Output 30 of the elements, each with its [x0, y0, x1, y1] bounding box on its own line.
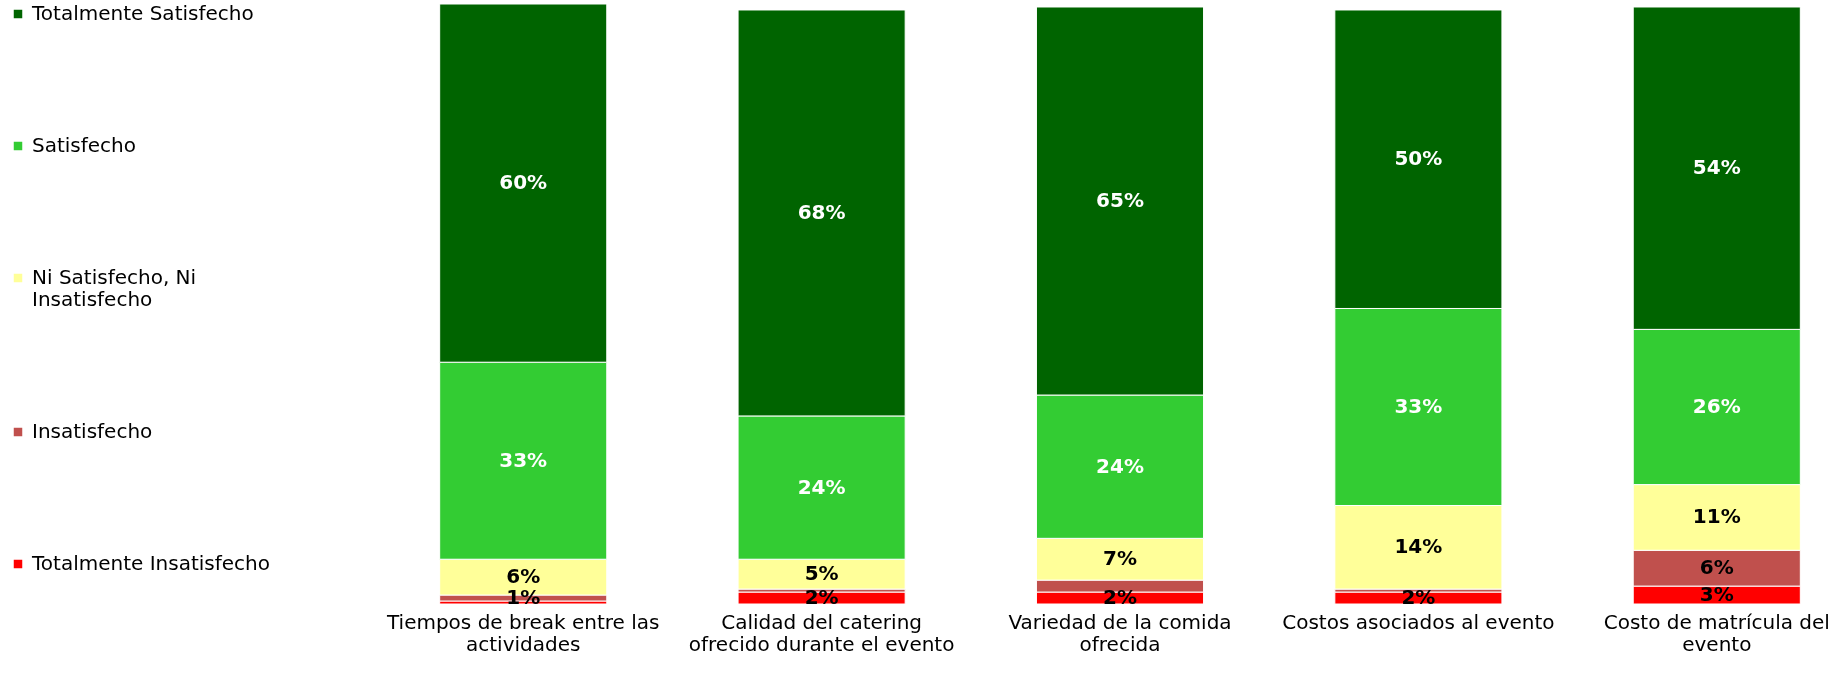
data-label: 6%	[1699, 555, 1734, 580]
data-label: 65%	[1096, 188, 1144, 213]
data-label: 14%	[1394, 534, 1443, 559]
data-label: 3%	[1699, 582, 1734, 607]
legend-label: Insatisfecho	[32, 419, 153, 443]
data-label: 2%	[804, 585, 839, 610]
data-label: 24%	[797, 474, 846, 499]
data-label: 2%	[1103, 585, 1137, 610]
x-tick-label: Calidad del catering ofrecido durante el evento	[688, 609, 955, 656]
data-label: 33%	[499, 447, 548, 472]
data-label: 7%	[1103, 546, 1137, 571]
x-tick-label: Costo de matrícula del evento	[1603, 609, 1830, 656]
data-label: 60%	[499, 170, 548, 195]
legend-label: Ni Satisfecho, Ni Insatisfecho	[32, 265, 197, 311]
data-label: 6%	[506, 564, 541, 589]
data-label: 54%	[1692, 155, 1741, 180]
legend-label: Totalmente Satisfecho	[31, 1, 254, 25]
x-tick-label: Tiempos de break entre las actividades	[385, 609, 660, 656]
legend-label: Satisfecho	[32, 133, 137, 157]
data-label: 2%	[1401, 585, 1436, 610]
data-label: 50%	[1394, 146, 1443, 171]
data-label: 68%	[797, 199, 846, 224]
legend-label: Totalmente Insatisfecho	[31, 551, 270, 575]
data-label: 5%	[804, 561, 839, 586]
x-tick-label: Costos asociados al evento	[1282, 609, 1555, 634]
data-label: 11%	[1692, 504, 1741, 529]
data-label: 26%	[1692, 393, 1741, 418]
x-tick-label: Variedad de la comida ofrecida	[1008, 609, 1232, 656]
data-label: 33%	[1394, 393, 1443, 418]
data-label: 24%	[1096, 453, 1144, 478]
